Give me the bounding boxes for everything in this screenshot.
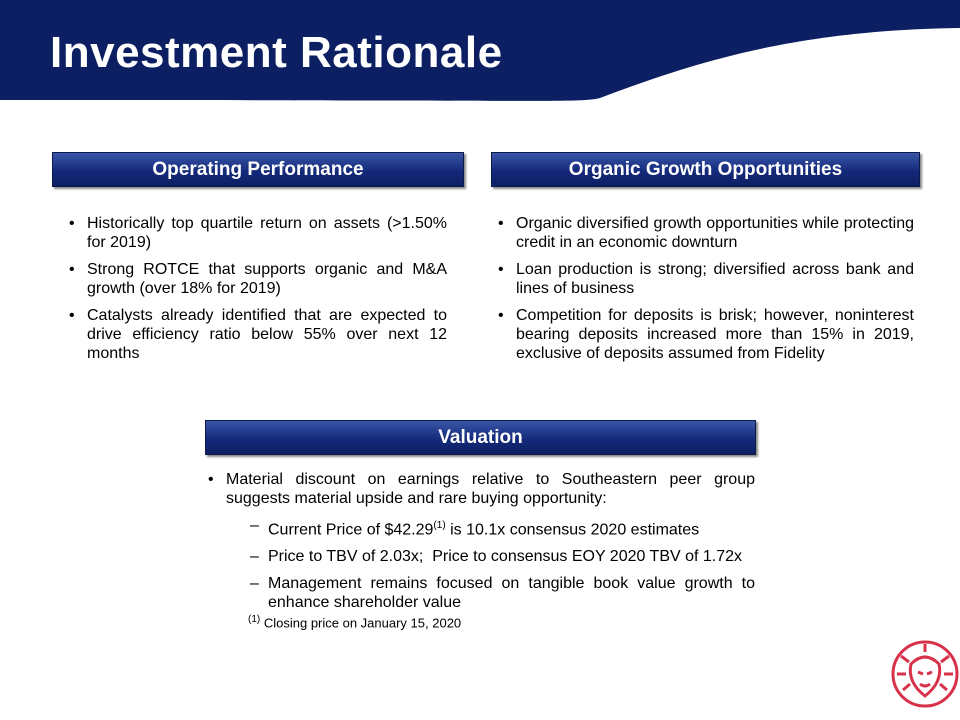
sub-bullet-text: Current Price of $42.29 (268, 521, 434, 539)
footnote-text: Closing price on January 15, 2020 (263, 615, 462, 631)
bullet: Material discount on earnings relative t… (208, 470, 755, 612)
section-heading: Organic Growth Opportunities (491, 152, 920, 187)
sub-bullet: Current Price of $42.29(1) is 10.1x cons… (250, 516, 755, 539)
footnote-marker: (1) (248, 614, 261, 625)
sub-bullet-list: Current Price of $42.29(1) is 10.1x cons… (226, 516, 755, 612)
logo (891, 640, 959, 708)
bullet-list: Historically top quartile return on asse… (69, 214, 447, 371)
bullet: Organic diversified growth opportunities… (498, 214, 914, 252)
bullet: Historically top quartile return on asse… (69, 214, 447, 252)
bullet: Strong ROTCE that supports organic and M… (69, 260, 447, 298)
footnote: (1) Closing price on January 15, 2020 (248, 614, 461, 630)
bullet: Competition for deposits is brisk; howev… (498, 306, 914, 363)
section-heading: Valuation (205, 420, 756, 455)
bullet-list: Organic diversified growth opportunities… (498, 214, 914, 371)
title: Investment Rationale (50, 28, 503, 77)
section-heading: Operating Performance (52, 152, 464, 187)
bullet-text: Material discount on earnings relative t… (226, 471, 755, 507)
footnote-ref: (1) (433, 520, 446, 531)
bullet: Catalysts already identified that are ex… (69, 306, 447, 363)
sub-bullet: Management remains focused on tangible b… (250, 574, 755, 612)
sub-bullet-text: is 10.1x consensus 2020 estimates (445, 521, 700, 539)
header-band (0, 0, 960, 101)
bullet-list: Material discount on earnings relative t… (208, 470, 755, 620)
sub-bullet: Price to TBV of 2.03x; Price to consensu… (250, 547, 755, 566)
bullet: Loan production is strong; diversified a… (498, 260, 914, 298)
